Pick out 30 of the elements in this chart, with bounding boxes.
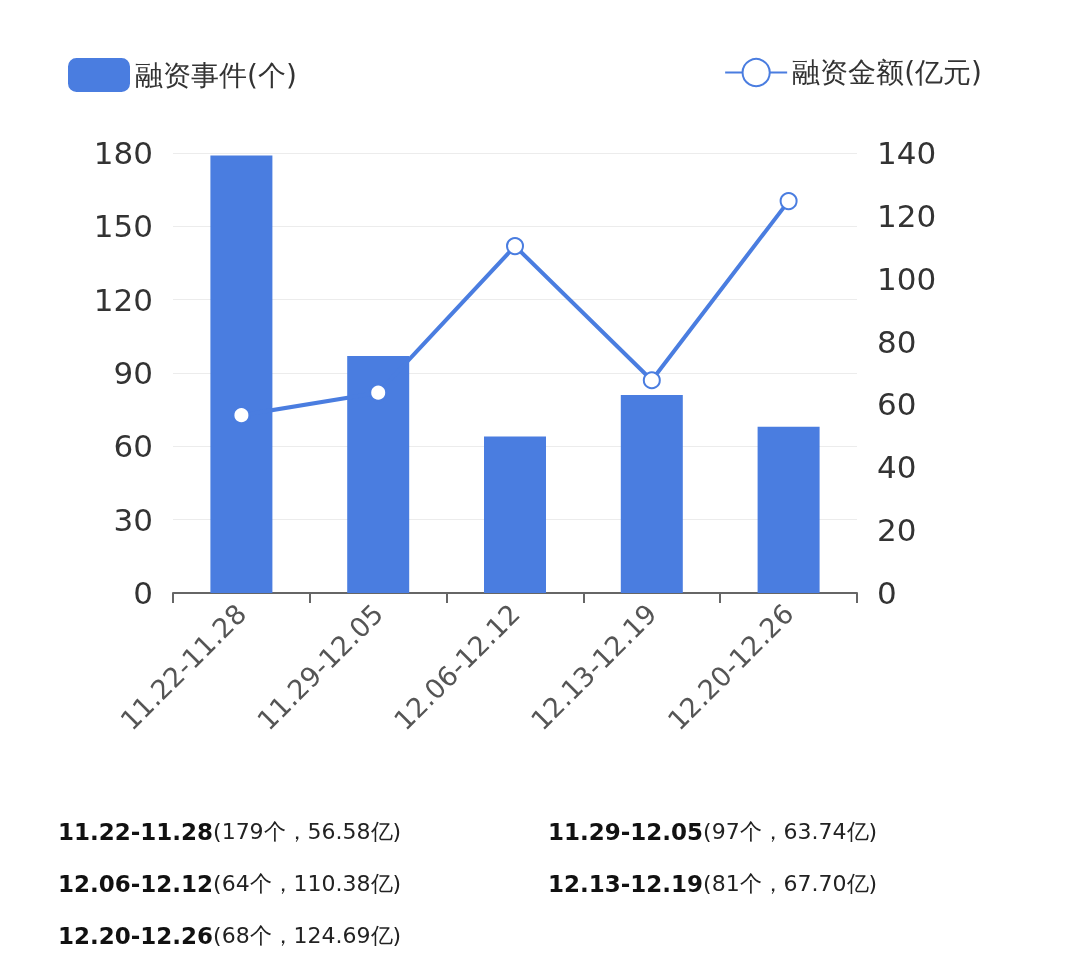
y-tick-label: 30	[113, 501, 153, 538]
point	[232, 406, 251, 425]
y-tick-label: 180	[93, 135, 153, 171]
legend-label: 融资事件(个)	[135, 58, 297, 92]
bar	[484, 436, 546, 593]
y2-tick-label: 140	[877, 135, 937, 171]
y-tick-label: 60	[113, 428, 153, 465]
text: 11.22-11.28(179个，56.58亿)	[58, 818, 402, 845]
text: 12.13-12.19(81个，67.70亿)	[548, 870, 878, 897]
text: 12.06-12.12(64个，110.38亿)	[58, 870, 402, 897]
y-tick-label: 0	[133, 575, 153, 611]
y-tick-label: 150	[93, 208, 153, 245]
point	[642, 371, 661, 390]
y2-tick-label: 60	[877, 386, 917, 423]
y2-tick-label: 120	[877, 197, 937, 234]
y2-tick-label: 80	[877, 323, 917, 360]
y2-tick-label: 0	[877, 575, 897, 611]
bar	[620, 395, 683, 593]
text: 11.29-12.05(97个，63.74亿)	[548, 818, 878, 845]
y2-tick-label: 40	[877, 449, 917, 486]
y2-tick-label: 100	[877, 260, 937, 297]
y2-tick-label: 20	[877, 512, 917, 549]
point	[779, 192, 798, 211]
bar	[757, 426, 820, 593]
y-tick-label: 90	[113, 355, 153, 391]
y-tick-label: 120	[93, 281, 153, 318]
point	[369, 383, 388, 402]
legend-label: 融资金额(亿元)	[792, 56, 983, 90]
text: 12.20-12.26(68个，124.69亿)	[58, 922, 402, 949]
point	[506, 237, 524, 256]
